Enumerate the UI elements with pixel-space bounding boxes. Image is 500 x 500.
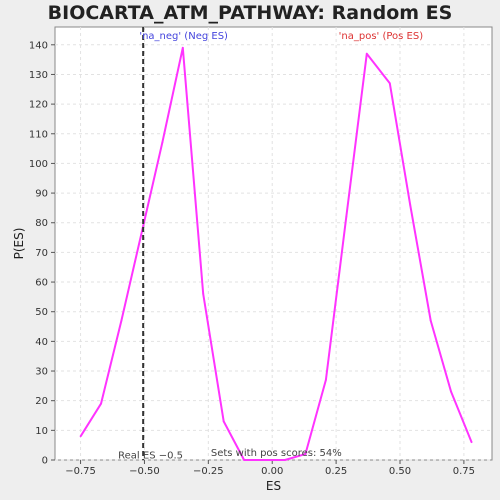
- y-tick-label: 130: [29, 70, 48, 81]
- y-tick-label: 40: [35, 337, 48, 348]
- data-point: [325, 379, 327, 381]
- data-point: [100, 403, 102, 405]
- y-tick-label: 20: [35, 396, 48, 407]
- x-axis-label: ES: [266, 479, 281, 493]
- data-point: [345, 216, 347, 218]
- data-point: [471, 441, 473, 443]
- x-tick-label: −0.75: [65, 466, 96, 477]
- data-point: [450, 391, 452, 393]
- neg-es-label: 'na_neg' (Neg ES): [139, 31, 228, 42]
- data-point: [243, 459, 245, 461]
- data-point: [284, 459, 286, 461]
- data-point: [223, 421, 225, 423]
- y-tick-label: 50: [35, 307, 48, 318]
- real-es-label: Real ES −0.5: [118, 451, 183, 462]
- data-point: [161, 142, 163, 144]
- y-tick-label: 110: [29, 129, 48, 140]
- data-point: [80, 435, 82, 437]
- x-tick-label: 0.25: [325, 466, 347, 477]
- data-point: [182, 47, 184, 49]
- data-point: [264, 459, 266, 461]
- y-axis-label: P(ES): [12, 228, 26, 260]
- data-point: [202, 293, 204, 295]
- x-tick-label: −0.50: [129, 466, 160, 477]
- y-tick-label: 30: [35, 367, 48, 378]
- pos-scores-label: Sets with pos scores: 54%: [211, 448, 342, 459]
- y-tick-label: 10: [35, 426, 48, 437]
- pos-es-label: 'na_pos' (Pos ES): [339, 31, 424, 42]
- data-point: [409, 204, 411, 206]
- data-point: [389, 82, 391, 84]
- x-tick-label: −0.25: [193, 466, 224, 477]
- data-point: [121, 320, 123, 322]
- plot-area: [55, 27, 492, 460]
- data-point: [366, 53, 368, 55]
- y-tick-label: 60: [35, 278, 48, 289]
- y-tick-label: 140: [29, 40, 48, 51]
- x-tick-label: 0.50: [389, 466, 411, 477]
- y-tick-label: 120: [29, 100, 48, 111]
- y-tick-label: 0: [42, 456, 48, 467]
- x-tick-label: 0.00: [261, 466, 283, 477]
- y-tick-label: 90: [35, 189, 48, 200]
- y-tick-label: 70: [35, 248, 48, 259]
- x-tick-label: 0.75: [453, 466, 475, 477]
- y-tick-label: 100: [29, 159, 48, 170]
- data-point: [430, 320, 432, 322]
- y-tick-label: 80: [35, 218, 48, 229]
